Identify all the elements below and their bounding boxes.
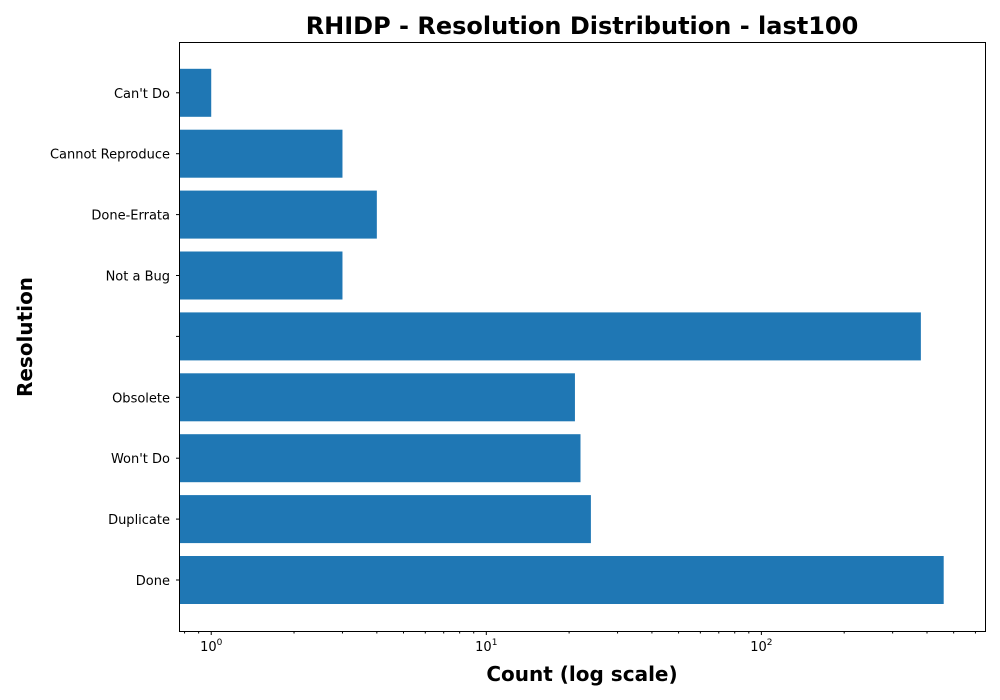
bar xyxy=(180,556,944,604)
x-tick-label: 101 xyxy=(475,638,497,655)
bar xyxy=(180,434,581,483)
bar xyxy=(180,373,575,422)
x-tick-label: 100 xyxy=(200,638,223,655)
x-tick-label: 102 xyxy=(750,638,772,655)
bar xyxy=(180,190,377,239)
y-tick-label: Can't Do xyxy=(114,87,170,102)
plot-frame xyxy=(179,42,986,632)
y-tick-label: Duplicate xyxy=(108,513,170,528)
bar xyxy=(180,68,212,117)
bars-group xyxy=(180,68,944,604)
y-tick-label: Not a Bug xyxy=(106,270,170,285)
x-axis-ticks: 100 101 102 xyxy=(184,631,976,655)
y-tick-label: Cannot Reproduce xyxy=(50,148,170,163)
y-tick-label: Done xyxy=(136,574,170,589)
y-axis-ticks: Can't Do Cannot Reproduce Done-Errata Not a… xyxy=(50,87,180,589)
chart-title: RHIDP - Resolution Distribution - last10… xyxy=(306,12,859,40)
x-axis-label: Count (log scale) xyxy=(486,662,677,686)
bar xyxy=(180,495,591,544)
y-tick-label: Done-Errata xyxy=(91,209,170,224)
y-tick-label: Won't Do xyxy=(111,452,170,467)
y-axis-label: Resolution xyxy=(13,277,37,397)
bar xyxy=(180,251,343,300)
y-tick-label: Obsolete xyxy=(112,391,170,406)
bar xyxy=(180,129,343,178)
bar xyxy=(180,312,921,361)
